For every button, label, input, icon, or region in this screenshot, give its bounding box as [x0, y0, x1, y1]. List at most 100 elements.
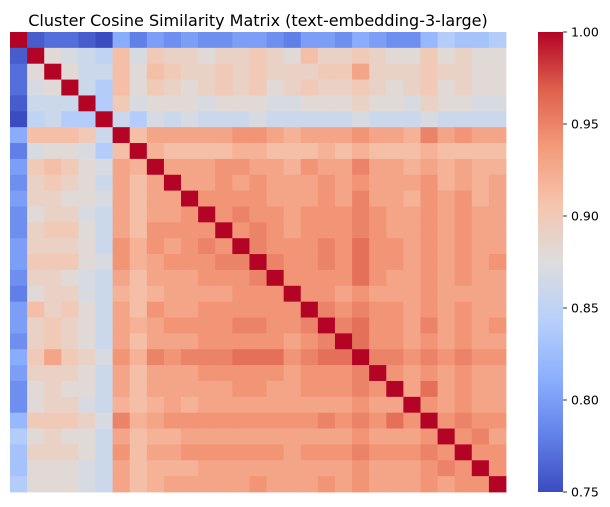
- heatmap-cell: [300, 47, 319, 65]
- heatmap-cell: [369, 238, 387, 255]
- heatmap-cell: [215, 476, 233, 493]
- heatmap-cell: [437, 380, 456, 398]
- heatmap-cell: [266, 476, 285, 493]
- heatmap-cell: [181, 158, 199, 176]
- heatmap-cell: [112, 301, 131, 318]
- heatmap-cell: [78, 158, 96, 176]
- heatmap-cell: [317, 301, 336, 318]
- heatmap-cell: [420, 206, 438, 223]
- heatmap-cell: [403, 190, 421, 207]
- heatmap-cell: [386, 460, 404, 477]
- heatmap-cell: [266, 317, 285, 334]
- heatmap-cell: [129, 349, 148, 366]
- heatmap-cell: [61, 222, 79, 239]
- heatmap-cell: [163, 222, 182, 239]
- colorbar-tick-label: 0.85: [571, 301, 599, 316]
- heatmap-cell: [420, 127, 438, 144]
- heatmap-cell: [129, 301, 148, 318]
- heatmap-cell: [27, 206, 45, 223]
- heatmap-cell: [420, 301, 438, 318]
- heatmap-cell: [266, 127, 285, 144]
- heatmap-cell: [95, 143, 114, 160]
- heatmap-cell: [61, 444, 79, 461]
- heatmap-cell: [181, 206, 199, 223]
- heatmap-cell: [198, 412, 216, 429]
- heatmap-cell: [112, 460, 131, 477]
- heatmap-cell: [454, 127, 473, 144]
- heatmap-cell: [146, 79, 165, 96]
- heatmap-cell: [44, 206, 62, 223]
- heatmap-cell: [369, 95, 387, 112]
- heatmap-cell: [146, 174, 165, 192]
- heatmap-cell: [198, 380, 216, 398]
- heatmap-cell: [163, 206, 182, 223]
- heatmap-cell: [44, 127, 62, 144]
- heatmap-cell: [403, 301, 421, 318]
- heatmap-cell: [44, 174, 62, 192]
- heatmap-cell: [386, 158, 404, 176]
- heatmap-cell: [215, 174, 233, 192]
- heatmap-cell: [129, 333, 148, 350]
- heatmap-cell: [78, 269, 96, 287]
- heatmap-cell: [215, 333, 233, 350]
- heatmap-cell: [215, 47, 233, 65]
- heatmap-cell: [300, 301, 319, 318]
- heatmap-cell: [163, 143, 182, 160]
- heatmap-cell: [181, 301, 199, 318]
- heatmap-cell: [163, 412, 182, 429]
- heatmap-cell: [488, 158, 507, 176]
- heatmap-cell: [146, 380, 165, 398]
- heatmap-cell: [78, 476, 96, 493]
- heatmap-cell: [403, 222, 421, 239]
- heatmap-cell: [352, 95, 370, 112]
- heatmap-cell: [471, 365, 490, 382]
- heatmap-cell: [78, 285, 96, 303]
- heatmap-cell: [471, 301, 490, 318]
- heatmap-cell: [249, 190, 267, 207]
- heatmap-cell: [146, 222, 165, 239]
- heatmap-cell: [249, 63, 267, 80]
- heatmap-cell: [317, 95, 336, 112]
- heatmap-cell: [181, 460, 199, 477]
- heatmap-cell: [386, 190, 404, 207]
- heatmap-cell: [95, 444, 114, 461]
- heatmap-cell: [61, 349, 79, 366]
- colorbar-tick-label: 0.75: [571, 485, 599, 500]
- heatmap-cell: [129, 444, 148, 461]
- heatmap-cell: [146, 238, 165, 255]
- heatmap-cell: [249, 111, 267, 128]
- heatmap-cell: [249, 380, 267, 398]
- heatmap-cell: [488, 365, 507, 382]
- heatmap-cell: [300, 269, 319, 287]
- heatmap-cell: [146, 111, 165, 128]
- heatmap-cell: [44, 63, 62, 80]
- heatmap-cell: [454, 158, 473, 176]
- heatmap-cell: [232, 190, 250, 207]
- heatmap-cell: [10, 254, 28, 271]
- heatmap-cell: [232, 301, 250, 318]
- heatmap-cell: [437, 79, 456, 96]
- heatmap-cell: [403, 143, 421, 160]
- heatmap-cell: [95, 190, 114, 207]
- heatmap-cell: [249, 79, 267, 96]
- heatmap-cell: [10, 349, 28, 366]
- heatmap-cell: [300, 365, 319, 382]
- heatmap-cell: [249, 412, 267, 429]
- heatmap-cell: [437, 476, 456, 493]
- heatmap-cell: [44, 428, 62, 445]
- heatmap-cell: [198, 317, 216, 334]
- heatmap-cell: [317, 111, 336, 128]
- heatmap-cell: [163, 365, 182, 382]
- heatmap-cell: [334, 95, 353, 112]
- heatmap-cell: [334, 254, 353, 271]
- heatmap-cell: [283, 95, 302, 112]
- heatmap-cell: [146, 460, 165, 477]
- heatmap-cell: [471, 238, 490, 255]
- heatmap-cell: [146, 190, 165, 207]
- heatmap-cell: [334, 444, 353, 461]
- heatmap-cell: [249, 285, 267, 303]
- heatmap-cell: [146, 143, 165, 160]
- heatmap-cell: [27, 222, 45, 239]
- heatmap-cell: [352, 428, 370, 445]
- heatmap-cell: [334, 158, 353, 176]
